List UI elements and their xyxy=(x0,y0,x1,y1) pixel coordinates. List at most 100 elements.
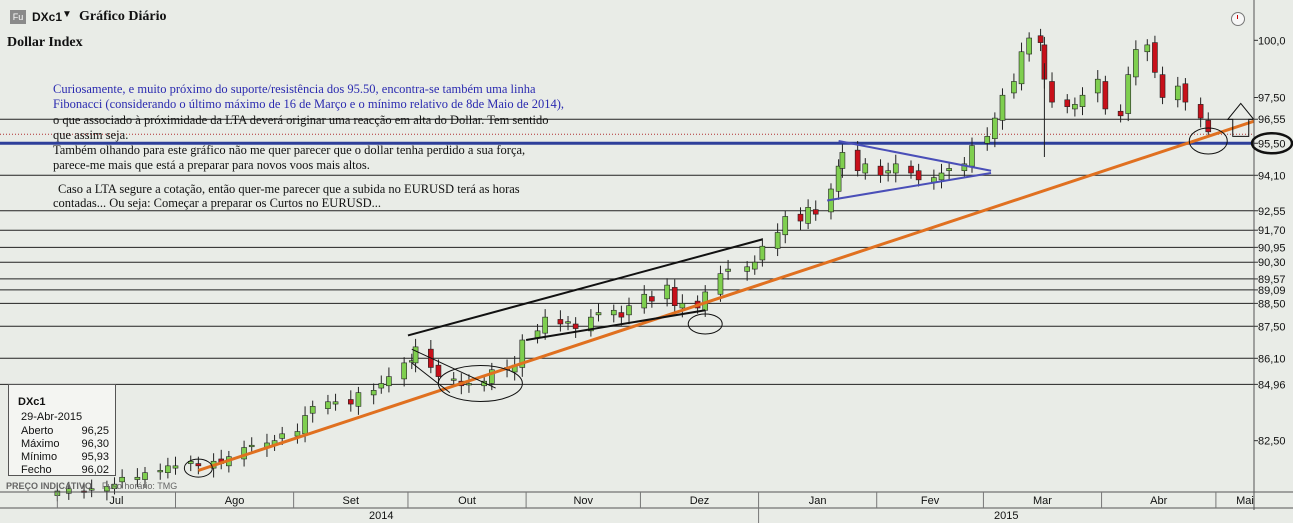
candle-up xyxy=(679,303,686,309)
candle-up xyxy=(610,309,617,316)
candle-up xyxy=(1144,44,1151,53)
candle-up xyxy=(111,483,118,490)
candle-up xyxy=(519,339,526,368)
candle-down xyxy=(908,165,914,174)
candle-up xyxy=(542,316,548,334)
candle-up xyxy=(88,488,95,491)
candle-up xyxy=(309,406,316,414)
month-label: Mai xyxy=(1236,495,1254,507)
candle-up xyxy=(302,415,308,435)
note-line-4: parece-me mais que está a preparar para … xyxy=(53,158,370,172)
candle-up xyxy=(355,392,362,407)
candle-up xyxy=(134,476,141,480)
candle-up xyxy=(588,316,594,332)
candle-up xyxy=(892,163,899,174)
candle-up xyxy=(595,312,602,316)
highlight-ellipse xyxy=(1188,127,1228,155)
candle-up xyxy=(534,330,541,339)
candle-up xyxy=(1011,81,1017,94)
triangle-upper-line xyxy=(838,139,992,172)
price-axis-label: 90,95 xyxy=(1258,242,1286,254)
candle-down xyxy=(812,209,819,215)
candle-up xyxy=(386,376,392,387)
candle-up xyxy=(489,369,495,384)
channel-lower-line xyxy=(525,309,706,341)
candle-up xyxy=(839,152,846,169)
info-label: Fecho xyxy=(21,464,52,476)
candle-up xyxy=(992,117,998,139)
candle-up xyxy=(1174,85,1181,101)
month-label: Jan xyxy=(809,495,827,507)
info-value: 95,93 xyxy=(81,451,109,463)
info-value: 96,25 xyxy=(81,425,109,437)
month-label: Out xyxy=(458,495,476,507)
month-label: Mar xyxy=(1033,495,1052,507)
candle-up xyxy=(805,207,811,224)
candle-up xyxy=(325,401,331,409)
candle-down xyxy=(435,364,442,377)
price-axis-label: 94,10 xyxy=(1258,170,1286,182)
candle-down xyxy=(1049,81,1055,103)
candle-up xyxy=(65,488,72,494)
candle-up xyxy=(565,321,571,324)
price-axis-label: 89,09 xyxy=(1258,285,1286,297)
candle-down xyxy=(877,165,884,176)
highlight-ellipse xyxy=(183,458,213,478)
info-symbol: DXc1 xyxy=(18,396,46,408)
month-label: Nov xyxy=(573,495,593,507)
candle-up xyxy=(751,261,758,270)
note-line-6: contadas... Ou seja: Começar a preparar … xyxy=(53,196,382,210)
month-label: Abr xyxy=(1150,495,1167,507)
month-label: Set xyxy=(343,495,360,507)
note-line-3: Também olhando para este gráfico não me … xyxy=(53,143,526,157)
symbol-selector[interactable]: DXc1 xyxy=(32,10,63,24)
candle-down xyxy=(1205,120,1212,133)
candle-up xyxy=(835,165,842,192)
info-row-open: Aberto 96,25 xyxy=(21,425,109,439)
candle-up xyxy=(744,266,750,272)
candle-up xyxy=(412,346,419,364)
price-axis-label: 92,55 xyxy=(1258,206,1286,218)
candle-up xyxy=(248,444,255,448)
candle-up xyxy=(1125,74,1132,114)
month-label: Ago xyxy=(225,495,245,507)
triangle-lower-line xyxy=(827,172,992,202)
arrow-up-icon xyxy=(1226,102,1255,137)
candle-up xyxy=(172,465,179,469)
note-line-2: que assim seja. xyxy=(53,128,129,142)
candle-up xyxy=(1026,37,1032,55)
note-blue-line-2: Fibonacci (considerando o último máximo … xyxy=(53,97,564,111)
candle-down xyxy=(347,399,354,405)
price-axis-label: 86,10 xyxy=(1258,353,1286,365)
price-axis-label: 90,30 xyxy=(1258,257,1286,269)
chart-type-badge[interactable]: Fu xyxy=(10,10,26,24)
candles-layer xyxy=(54,28,1212,502)
highlight-price-ellipse xyxy=(1250,132,1293,155)
channel-upper-line xyxy=(407,238,763,337)
highlight-ellipse xyxy=(687,313,723,335)
timezone-label: Fuso horário: TMG xyxy=(101,481,178,491)
candle-down xyxy=(854,149,861,172)
indicative-price-label: PREÇO INDICATIVO xyxy=(6,481,92,491)
candle-up xyxy=(378,383,385,389)
highlight-ellipse xyxy=(437,364,523,402)
instrument-title: Dollar Index xyxy=(7,35,83,50)
candle-up xyxy=(862,163,869,174)
chevron-down-icon[interactable]: ▼ xyxy=(62,9,72,20)
price-axis-label: 96,55 xyxy=(1258,114,1286,126)
candle-up xyxy=(1133,49,1139,78)
candle-down xyxy=(1152,42,1158,73)
candle-up xyxy=(332,401,339,405)
candle-up xyxy=(717,273,724,295)
candle-up xyxy=(1094,78,1101,94)
flag-upper-line xyxy=(411,348,496,389)
footer-note: PREÇO INDICATIVO Fuso horário: TMG xyxy=(6,481,177,491)
info-value: 96,02 xyxy=(81,464,109,476)
month-label: Jul xyxy=(109,495,123,507)
note-line-5: Caso a LTA segure a cotação, então quer-… xyxy=(58,182,520,196)
clock-icon[interactable] xyxy=(1231,12,1245,26)
info-row-close: Fecho 96,02 xyxy=(21,464,109,478)
candle-up xyxy=(984,136,991,144)
